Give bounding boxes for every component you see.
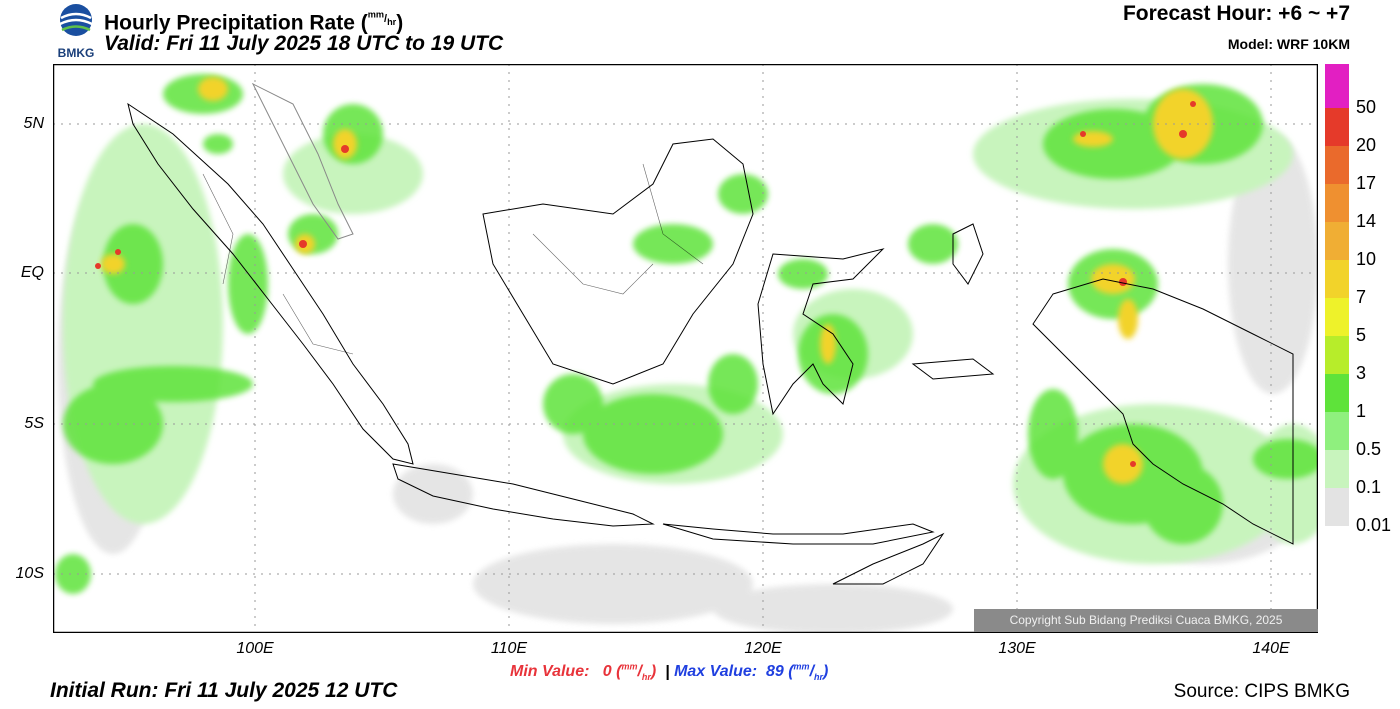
lesser-sunda-outline	[662, 523, 935, 545]
legend-swatch-top	[1325, 64, 1349, 94]
lon-label-120e: 120E	[744, 640, 782, 657]
lon-label-100e: 100E	[236, 640, 274, 657]
legend-swatch	[1325, 94, 1349, 108]
lon-label-140e: 140E	[1252, 640, 1290, 657]
legend-swatch	[1325, 336, 1349, 374]
seram-outline	[911, 358, 995, 380]
heavy-rain-cores	[95, 101, 1196, 467]
graticule	[53, 64, 1318, 633]
coastlines	[127, 82, 1294, 585]
legend-swatch	[1325, 146, 1349, 184]
legend-swatch	[1325, 488, 1349, 526]
valid-time: Valid: Fri 11 July 2025 18 UTC to 19 UTC	[104, 32, 504, 55]
timor-outline	[832, 532, 945, 585]
sumatra-outline	[127, 102, 414, 465]
lon-label-130e: 130E	[998, 640, 1036, 657]
lat-label-10s: 10S	[15, 565, 44, 582]
legend-level-label: 7	[1356, 287, 1367, 307]
initial-run: Initial Run: Fri 11 July 2025 12 UTC	[50, 679, 398, 702]
legend-level-label: 1	[1356, 401, 1367, 421]
borneo-outline	[482, 138, 754, 385]
bmkg-logo: BMKG	[58, 4, 95, 60]
source-text: Source: CIPS BMKG	[1173, 681, 1350, 702]
moderate-rain-cores	[101, 77, 1213, 484]
new-guinea-outline	[1032, 278, 1294, 545]
lat-label-5n: 5N	[23, 115, 44, 132]
boundaries	[202, 163, 1294, 544]
copyright-banner: Copyright Sub Bidang Prediksi Cuaca BMKG…	[974, 609, 1318, 632]
java-outline	[392, 463, 655, 527]
min-max-values: Min Value: 0 (mm/hr) | Max Value: 89 (mm…	[510, 662, 829, 683]
legend-level-label: 3	[1356, 363, 1367, 383]
legend-swatch	[1325, 260, 1349, 298]
malay-peninsula-outline	[251, 82, 354, 240]
lon-label-110e: 110E	[490, 640, 528, 657]
legend-level-label: 20	[1356, 135, 1377, 155]
legend-level-label: 0.01	[1356, 515, 1392, 535]
min-value-text: Min Value: 0 (mm/hr)	[510, 662, 657, 683]
legend-swatch	[1325, 184, 1349, 222]
legend-swatch	[1325, 108, 1349, 146]
legend-level-label: 0.5	[1356, 439, 1382, 459]
legend-level-label: 14	[1356, 211, 1377, 231]
sulawesi-outline	[757, 248, 885, 416]
precipitation-map	[53, 64, 1318, 633]
model-name: Model: WRF 10KM	[1227, 36, 1350, 52]
legend-swatch	[1325, 298, 1349, 336]
legend-level-label: 17	[1356, 173, 1377, 193]
legend-swatch	[1325, 412, 1349, 450]
map-frame	[53, 64, 1318, 633]
legend-level-label: 50	[1356, 97, 1377, 117]
max-value-text: Max Value: 89 (mm/hr)	[674, 662, 829, 683]
chart-title: Hourly Precipitation Rate (mm/hr)	[104, 9, 404, 35]
legend-swatch	[1325, 374, 1349, 412]
halmahera-outline	[952, 223, 984, 285]
legend-swatch	[1325, 222, 1349, 260]
lat-label-5s: 5S	[24, 415, 44, 432]
logo-text: BMKG	[58, 46, 95, 60]
lat-label-eq: EQ	[20, 264, 44, 281]
forecast-hour: Forecast Hour: +6 ~ +7	[1122, 2, 1350, 25]
legend-swatch	[1325, 450, 1349, 488]
legend-level-label: 0.1	[1356, 477, 1382, 497]
legend-level-label: 5	[1356, 325, 1367, 345]
legend-level-label: 10	[1356, 249, 1377, 269]
